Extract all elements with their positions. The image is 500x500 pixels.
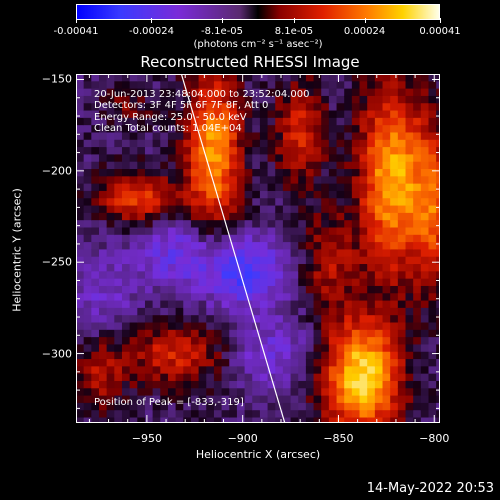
x-axis-label: Heliocentric X (arcsec) — [195, 448, 321, 461]
colorbar — [76, 4, 440, 20]
date-stamp: 14-May-2022 20:53 — [366, 481, 494, 496]
annotation-clean: Clean Total counts: 1.04E+04 — [94, 123, 242, 134]
colorbar-tick — [151, 18, 153, 23]
x-tick-label: −850 — [323, 432, 354, 445]
x-tick-label: −800 — [419, 432, 450, 445]
colorbar-tick — [76, 18, 77, 23]
colorbar-tick-label: 8.1e-05 — [274, 26, 314, 37]
x-tick-label: −950 — [131, 432, 162, 445]
colorbar-tick-label: -0.00041 — [53, 26, 99, 37]
heatmap-image — [76, 74, 440, 423]
colorbar-tick-label: 0.00041 — [419, 26, 461, 37]
limb-line — [180, 74, 286, 423]
annotation-energy: Energy Range: 25.0 - 50.0 keV — [94, 112, 247, 123]
colorbar-units: (photons cm⁻² s⁻¹ asec⁻²) — [193, 39, 323, 50]
annotation-peak: Position of Peak = [-833,-319] — [94, 397, 244, 408]
heatmap-cells — [76, 74, 440, 423]
y-axis-label: Heliocentric Y (arcsec) — [10, 188, 24, 312]
colorbar-tick-label: 0.00024 — [343, 26, 386, 37]
y-tick-label: −150 — [41, 72, 72, 86]
x-tick-label: −900 — [227, 432, 258, 445]
colorbar-tick-label: -8.1e-05 — [201, 26, 244, 37]
y-tick-label: −200 — [41, 164, 72, 178]
colorbar-tick — [222, 18, 224, 23]
y-tick-label: −300 — [41, 347, 72, 361]
plot-area — [76, 74, 440, 423]
plot-frame — [76, 74, 440, 423]
chart-title: Reconstructed RHESSI Image — [140, 53, 360, 71]
annotation-time: 20-Jun-2013 23:48:04.000 to 23:52:04.000 — [94, 89, 310, 100]
annotation-detectors: Detectors: 3F 4F 5F 6F 7F 8F, Att 0 — [94, 100, 269, 111]
colorbar-tick — [293, 18, 295, 23]
colorbar-tick — [364, 18, 366, 23]
y-tick-label: −250 — [41, 255, 72, 269]
colorbar-tick-label: -0.00024 — [128, 26, 174, 37]
colorbar-tick — [440, 18, 441, 23]
